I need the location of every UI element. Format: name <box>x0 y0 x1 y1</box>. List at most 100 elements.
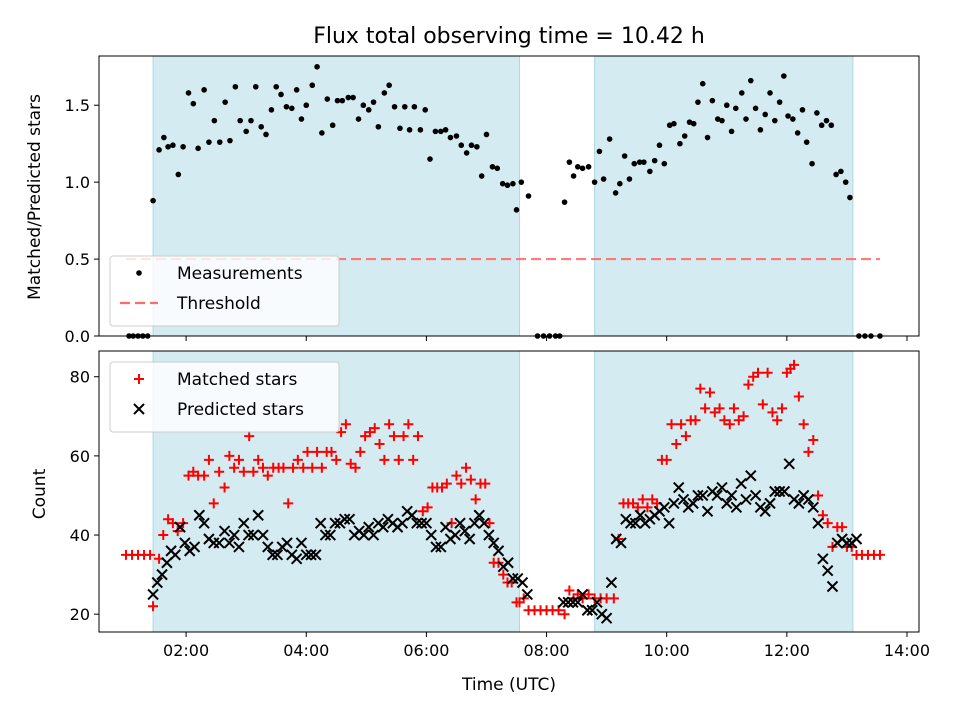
data-point <box>324 529 336 541</box>
data-point <box>680 431 691 442</box>
data-point <box>690 415 701 426</box>
data-point <box>634 509 646 521</box>
data-point <box>585 163 592 170</box>
series-matched-stars <box>121 359 885 620</box>
data-point <box>600 612 613 624</box>
data-point <box>268 107 275 113</box>
data-point <box>740 493 752 506</box>
data-point <box>248 117 254 124</box>
data-point <box>752 105 759 112</box>
data-point <box>238 517 250 529</box>
data-point <box>719 415 730 426</box>
data-point <box>615 537 627 549</box>
data-point <box>636 159 643 165</box>
data-point <box>355 446 366 457</box>
data-point <box>767 90 773 96</box>
data-point <box>415 517 428 529</box>
data-point <box>463 533 476 545</box>
data-point <box>637 494 648 505</box>
data-point <box>420 517 433 529</box>
data-point <box>293 87 300 93</box>
y-tick-label: 0.5 <box>65 250 90 269</box>
data-point <box>581 604 594 616</box>
data-point <box>219 482 230 493</box>
data-point <box>489 163 496 170</box>
data-point <box>185 90 192 96</box>
data-point <box>283 103 290 110</box>
data-point <box>211 117 218 124</box>
data-point <box>483 131 490 138</box>
data-point <box>483 529 495 541</box>
data-point <box>214 466 225 477</box>
legend-marker <box>136 270 142 276</box>
data-point <box>600 176 607 182</box>
data-point <box>454 517 466 529</box>
data-point <box>432 128 439 135</box>
data-point <box>663 517 675 529</box>
data-point <box>305 549 317 561</box>
data-point <box>574 163 581 170</box>
data-point <box>799 107 806 113</box>
data-point <box>262 541 274 553</box>
data-point <box>790 116 796 122</box>
data-point <box>743 379 754 390</box>
data-point <box>175 171 182 178</box>
data-point <box>783 458 795 470</box>
data-point <box>692 489 704 502</box>
data-point <box>591 179 598 185</box>
x-tick-label: 02:00 <box>163 641 209 660</box>
data-point <box>502 557 514 569</box>
data-point <box>377 521 389 533</box>
data-point <box>233 541 245 553</box>
data-point <box>403 419 414 430</box>
data-point <box>789 359 800 370</box>
bottom-y-axis-label: Count <box>30 468 50 519</box>
data-point <box>458 142 465 149</box>
data-point <box>430 541 442 553</box>
data-point <box>828 122 835 129</box>
data-point <box>247 529 260 541</box>
data-point <box>798 419 809 430</box>
data-point <box>814 110 820 116</box>
data-point <box>316 462 327 473</box>
data-point <box>312 446 323 457</box>
data-point <box>350 462 361 473</box>
data-point <box>757 399 768 410</box>
data-point <box>374 439 385 450</box>
data-point <box>697 489 709 502</box>
data-point <box>201 87 207 93</box>
data-point <box>557 596 570 609</box>
data-point <box>521 588 534 601</box>
data-point <box>704 134 711 141</box>
data-point <box>338 513 351 525</box>
data-point <box>258 462 268 473</box>
y-tick-label: 60 <box>70 447 90 466</box>
y-tick-label: 1.5 <box>65 96 90 115</box>
data-point <box>156 568 168 581</box>
data-point <box>776 99 783 105</box>
data-point <box>273 83 280 90</box>
data-point <box>591 596 603 609</box>
data-point <box>459 525 471 537</box>
data-point <box>516 576 529 589</box>
data-point <box>350 94 356 101</box>
data-point <box>473 509 485 521</box>
data-point <box>504 182 511 189</box>
top-panel: 0.0 0.5 1.0 1.5 Measurements Threshold <box>65 55 920 346</box>
data-point <box>449 529 461 541</box>
data-point <box>484 518 495 529</box>
data-point <box>732 105 739 112</box>
data-point <box>826 580 839 593</box>
data-point <box>283 498 294 509</box>
legend-label: Threshold <box>176 294 261 314</box>
data-point <box>174 521 186 533</box>
data-point <box>281 537 293 549</box>
data-point <box>170 142 176 149</box>
data-point <box>406 509 418 521</box>
data-point <box>218 525 231 537</box>
data-point <box>487 537 500 549</box>
data-point <box>700 403 711 414</box>
data-point <box>567 596 579 609</box>
data-point <box>823 117 830 124</box>
data-point <box>874 549 885 560</box>
